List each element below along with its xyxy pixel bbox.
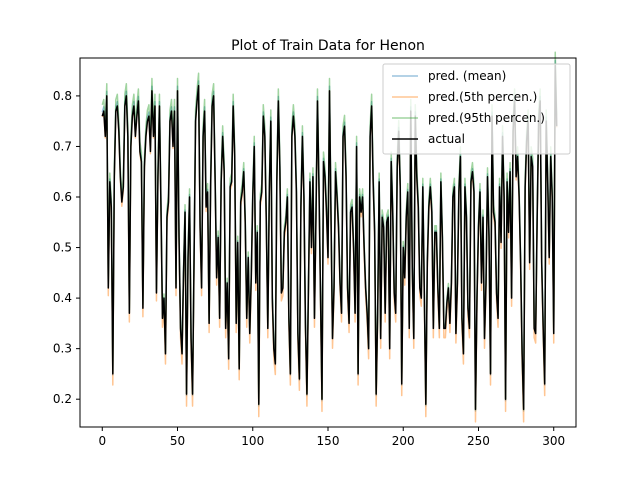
y-tick-label: 0.4: [53, 291, 72, 305]
x-tick-label: 150: [317, 434, 340, 448]
legend-label-p5: pred.(5th percen.): [428, 90, 537, 104]
y-tick-label: 0.3: [53, 342, 72, 356]
legend-label-p95: pred.(95th percen.): [428, 111, 545, 125]
legend: pred. (mean) pred.(5th percen.) pred.(95…: [382, 63, 571, 155]
y-tick-label: 0.8: [53, 89, 72, 103]
x-tick-label: 0: [98, 434, 106, 448]
x-tick-label: 300: [542, 434, 565, 448]
legend-box: [382, 63, 571, 155]
series-line-actual: [101, 64, 558, 411]
y-tick-label: 0.6: [53, 190, 72, 204]
legend-label-actual: actual: [428, 132, 465, 146]
y-tick-label: 0.2: [53, 392, 72, 406]
x-tick-label: 100: [241, 434, 264, 448]
x-axis-ticks: 0 50 100 150 200 250 300: [98, 427, 565, 448]
y-tick-label: 0.5: [53, 241, 72, 255]
legend-label-mean: pred. (mean): [428, 69, 506, 83]
y-axis-ticks: 0.2 0.3 0.4 0.5 0.6 0.7 0.8: [53, 89, 80, 406]
chart-title: Plot of Train Data for Henon: [231, 38, 425, 54]
x-tick-label: 250: [467, 434, 490, 448]
x-tick-label: 50: [170, 434, 185, 448]
plot-lines: [101, 51, 558, 423]
x-tick-label: 200: [392, 434, 415, 448]
y-tick-label: 0.7: [53, 139, 72, 153]
